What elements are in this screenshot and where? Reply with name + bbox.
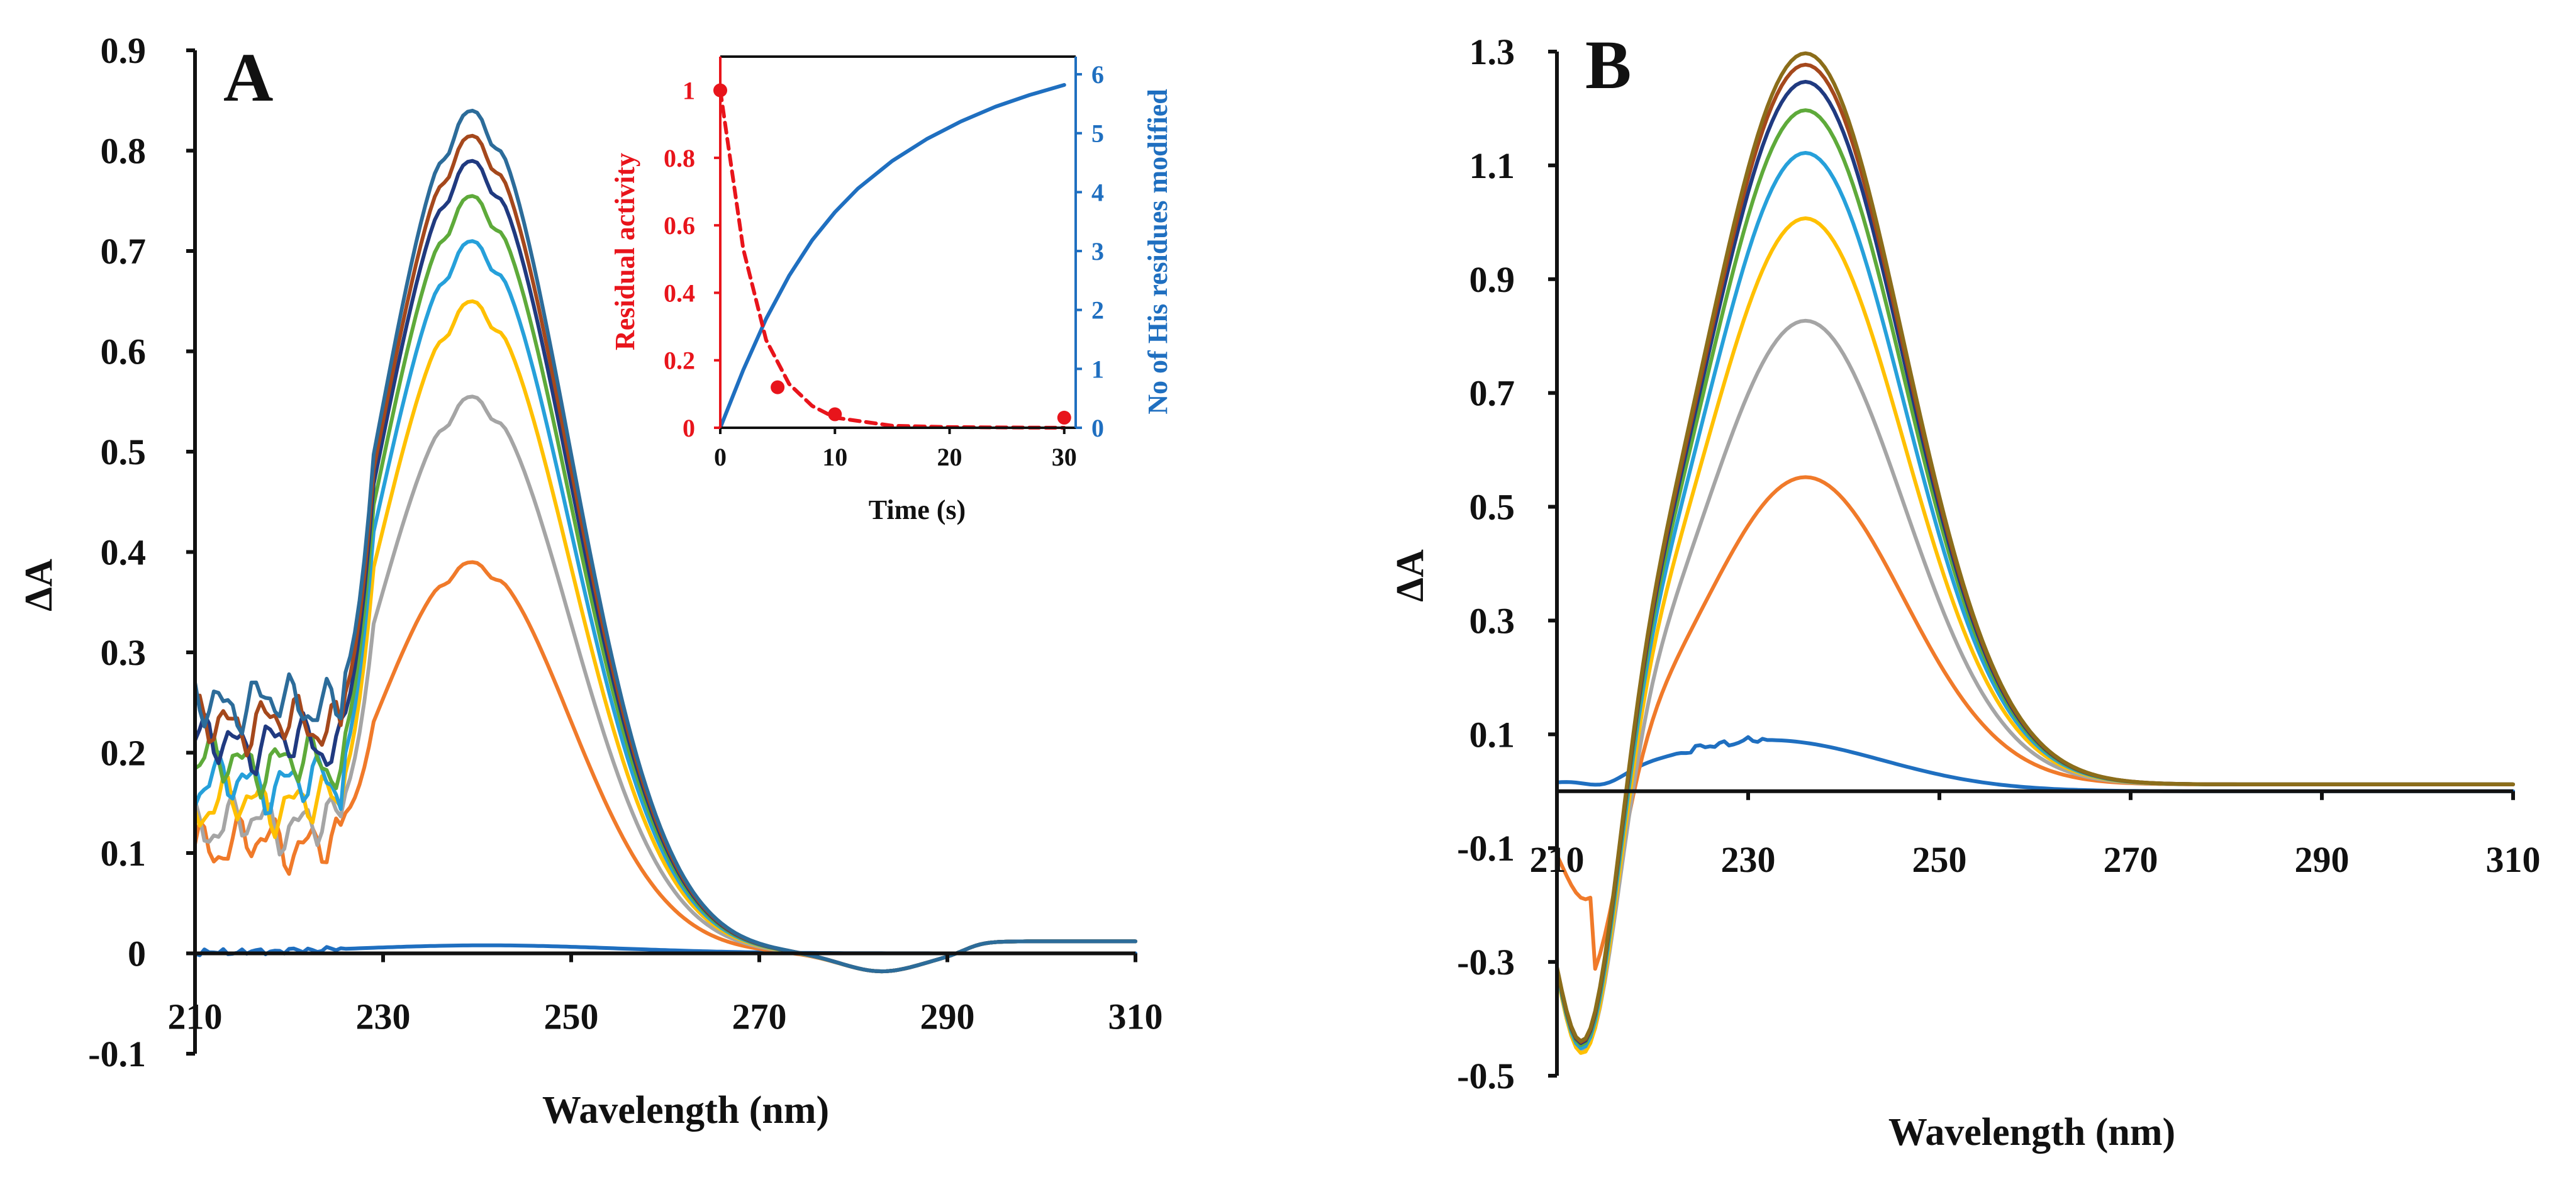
panel-a-letter: A bbox=[223, 39, 273, 116]
panel-b-x-tick-label: 310 bbox=[2486, 839, 2541, 880]
inset-x-tick-label: 20 bbox=[937, 443, 962, 471]
panel-a-y-tick-label: 0.7 bbox=[101, 231, 147, 272]
panel-b-chart: -0.5 -0.3 -0.1 0.1 0.3 0.5 0.7 0.9 1.1 1.3 210 230 2… bbox=[1389, 26, 2541, 1154]
panel-b-x-tick-label: 250 bbox=[1912, 839, 1967, 880]
inset-x-tick-label: 0 bbox=[714, 443, 727, 471]
panel-b-series-line-9 bbox=[1555, 51, 2515, 1043]
panel-a-x-axis-title: Wavelength (nm) bbox=[542, 1089, 829, 1132]
inset-left-axis-title: Residual activity bbox=[610, 153, 640, 350]
panel-a-x-tick-label: 210 bbox=[168, 996, 223, 1037]
panel-a-y-tick-label: 0.5 bbox=[101, 432, 147, 472]
inset-right-tick-label: 1 bbox=[1091, 355, 1104, 383]
panel-a-series-line-9 bbox=[193, 108, 1137, 973]
panel-a-x-tick-label: 250 bbox=[544, 996, 599, 1037]
inset-left-tick-label: 0.4 bbox=[664, 279, 695, 307]
inset-residual-activity-point bbox=[1057, 410, 1071, 425]
inset-right-tick-label: 2 bbox=[1091, 296, 1104, 325]
inset-left-tick-label: 0.6 bbox=[664, 211, 695, 240]
inset-residual-activity-point bbox=[771, 380, 785, 394]
panel-a-series bbox=[193, 108, 1137, 974]
inset-x-tick-label: 30 bbox=[1052, 443, 1077, 471]
inset-right-tick-label: 5 bbox=[1091, 120, 1104, 148]
panel-b-y-tick-label: 0.7 bbox=[1469, 373, 1515, 414]
inset-residual-activity-point bbox=[828, 407, 842, 421]
panel-a-y-tick-label: 0.2 bbox=[101, 733, 147, 774]
inset-residual-activity-fit bbox=[718, 88, 1066, 430]
inset-right-tick-label: 6 bbox=[1091, 60, 1104, 89]
inset-left-tick-label: 1 bbox=[683, 77, 695, 105]
panel-a-y-tick-label: 0 bbox=[128, 934, 146, 974]
inset-right-tick-label: 0 bbox=[1091, 414, 1104, 442]
panel-a-y-tick-label: -0.1 bbox=[88, 1034, 146, 1074]
inset-left-tick-label: 0.2 bbox=[664, 347, 695, 375]
panel-a-y-tick-label: 0.9 bbox=[101, 30, 147, 71]
panel-a-y-tick-label: 0.6 bbox=[101, 332, 147, 372]
panel-a-y-axis-title: ΔA bbox=[18, 559, 60, 611]
inset-x-tick-label: 10 bbox=[822, 443, 847, 471]
inset-right-tick-label: 4 bbox=[1091, 178, 1104, 206]
panel-b-y-tick-label: -0.5 bbox=[1457, 1056, 1515, 1096]
panel-b-y-tick-label: 0.9 bbox=[1469, 259, 1515, 300]
panel-a-y-tick-label: 0.3 bbox=[101, 632, 147, 673]
panel-b-y-tick-label: -0.3 bbox=[1457, 942, 1515, 983]
panel-b-x-tick-label: 210 bbox=[1530, 839, 1585, 880]
panel-a-y-tick-label: 0.4 bbox=[101, 532, 147, 573]
panel-a-y-tick-label: 0.1 bbox=[101, 833, 147, 874]
panel-b-tick-labels: -0.5 -0.3 -0.1 0.1 0.3 0.5 0.7 0.9 1.1 1.3 210 230 2… bbox=[1457, 31, 2540, 1096]
inset-series bbox=[713, 83, 1071, 430]
panel-a-x-tick-label: 270 bbox=[732, 996, 787, 1037]
panel-a-x-tick-label: 310 bbox=[1108, 996, 1163, 1037]
inset-left-tick-label: 0.8 bbox=[664, 144, 695, 172]
inset-right-axis-title: No of His residues modified bbox=[1142, 89, 1173, 414]
inset-his-modified-line bbox=[718, 83, 1066, 430]
panel-a-y-tick-label: 0.8 bbox=[101, 131, 147, 172]
panel-b-y-tick-label: -0.1 bbox=[1457, 828, 1515, 869]
panel-b-axes bbox=[1548, 50, 2515, 1078]
inset-right-tick-label: 3 bbox=[1091, 237, 1104, 265]
inset-left-tick-label: 0 bbox=[683, 414, 695, 442]
panel-a-x-tick-label: 230 bbox=[356, 996, 411, 1037]
panel-b-y-axis-title: ΔA bbox=[1389, 549, 1432, 602]
panel-b-x-tick-label: 290 bbox=[2295, 839, 2350, 880]
inset-background bbox=[720, 57, 1076, 428]
inset-x-axis-title: Time (s) bbox=[869, 494, 966, 525]
panel-b-x-tick-label: 230 bbox=[1721, 839, 1776, 880]
panel-b-y-tick-label: 1.3 bbox=[1469, 31, 1515, 72]
inset-axes bbox=[714, 55, 1082, 434]
panel-b-y-tick-label: 1.1 bbox=[1469, 145, 1515, 186]
panel-a-x-tick-label: 290 bbox=[920, 996, 975, 1037]
panel-b-x-tick-label: 270 bbox=[2104, 839, 2158, 880]
panel-a-axes bbox=[186, 48, 1137, 1056]
panel-b-y-tick-label: 0.5 bbox=[1469, 487, 1515, 528]
panel-b-letter: B bbox=[1585, 26, 1631, 103]
panel-b-y-tick-label: 0.1 bbox=[1469, 714, 1515, 755]
panel-b-x-axis-title: Wavelength (nm) bbox=[1888, 1111, 2175, 1154]
panel-b-y-tick-label: 0.3 bbox=[1469, 600, 1515, 641]
